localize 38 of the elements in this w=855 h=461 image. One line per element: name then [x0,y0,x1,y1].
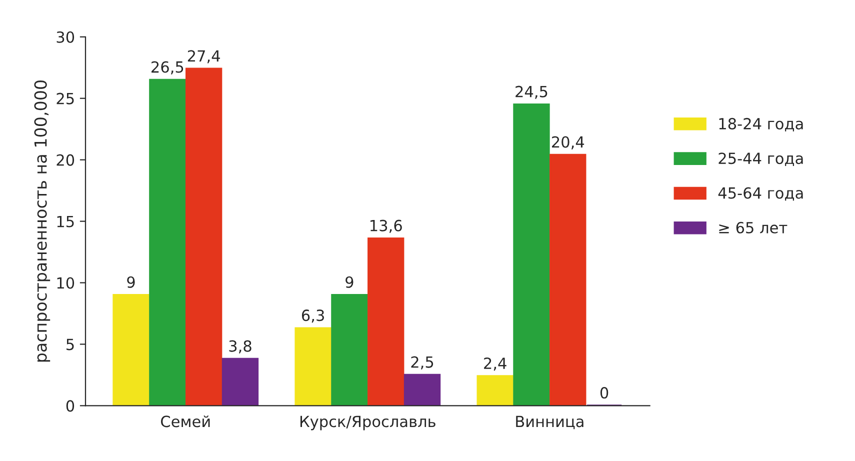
x-tick-label: Курск/Ярославль [300,416,436,430]
bar [368,237,404,406]
data-label: 27,4 [188,50,220,64]
x-tick-label: Семей [161,415,210,428]
bar [185,68,222,406]
data-label: 6,3 [302,310,324,323]
bar [550,154,586,406]
y-tick-label: 20 [56,154,74,166]
data-label: 13,6 [370,220,402,233]
legend-label: ≥ 65 лет [719,222,788,234]
y-tick-label: 15 [57,216,74,228]
bar [149,78,186,406]
bar [294,327,332,406]
legend-label: 25-44 года [718,152,803,166]
y-tick-label: 30 [56,31,74,43]
data-label: 2,4 [484,357,506,371]
data-label: 24,5 [516,86,548,99]
data-label: 9 [346,276,354,288]
x-tick-label: Винница [516,416,584,430]
legend-label: 45-64 года [718,187,803,201]
bar [476,375,514,406]
bar [222,358,259,406]
data-label: 20,4 [552,136,584,150]
data-label: 3,8 [229,340,252,354]
y-tick-label: 0 [66,400,74,412]
bar [331,294,368,406]
data-label: 0 [600,386,608,399]
y-tick-label: 5 [66,338,74,350]
y-axis-title: распространенность на 100,000 [34,80,50,362]
data-label: 9 [127,276,135,288]
data-label: 2,5 [411,356,434,370]
y-tick-label: 25 [56,92,74,104]
bar [404,374,441,406]
bar [112,294,150,406]
data-label: 26,5 [152,61,184,74]
legend-label: 18-24 года [719,118,803,132]
bar [513,103,550,406]
y-tick-label: 10 [57,277,74,289]
